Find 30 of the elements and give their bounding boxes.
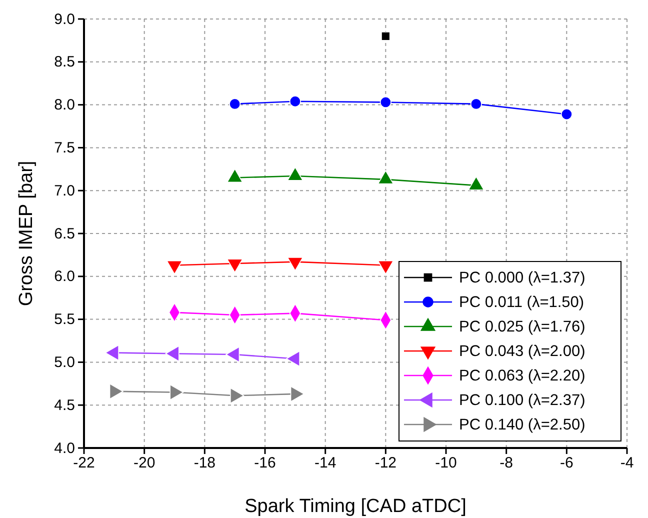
x-tick-label: -16 [254, 454, 276, 472]
y-tick-label: 8.5 [54, 54, 75, 71]
y-tick-label: 5.0 [54, 354, 75, 371]
x-tick-label: -6 [560, 454, 574, 472]
x-tick-label: -20 [133, 454, 156, 472]
y-tick-label: 6.0 [54, 268, 75, 286]
x-tick-label: -10 [435, 454, 457, 472]
legend-label: PC 0.100 (λ=2.37) [459, 392, 586, 409]
y-tick-label: 6.5 [54, 225, 75, 242]
y-tick-label: 4.0 [54, 440, 75, 457]
x-axis-title: Spark Timing [CAD aTDC] [244, 496, 466, 517]
legend-label: PC 0.043 (λ=2.00) [459, 343, 586, 360]
x-tick-label: -18 [194, 454, 216, 472]
y-tick-label: 4.5 [54, 396, 75, 414]
legend-label: PC 0.025 (λ=1.76) [459, 318, 586, 336]
x-tick-label: -14 [314, 454, 336, 472]
y-tick-label: 7.0 [54, 182, 75, 200]
x-tick-label: -22 [73, 454, 95, 472]
y-tick-label: 8.0 [54, 96, 75, 114]
legend-label: PC 0.000 (λ=1.37) [459, 270, 586, 286]
y-axis-title: Gross IMEP [bar] [16, 160, 37, 306]
y-tick-label: 9.0 [54, 10, 75, 28]
legend-label: PC 0.063 (λ=2.20) [459, 368, 586, 384]
x-tick-label: -12 [374, 454, 397, 472]
legend-label: PC 0.011 (λ=1.50) [459, 294, 584, 311]
y-tick-label: 5.5 [54, 311, 75, 328]
y-tick-label: 7.5 [54, 140, 75, 156]
legend-label: PC 0.140 (λ=2.50) [459, 416, 586, 434]
x-tick-label: -8 [500, 454, 514, 472]
x-tick-label: -4 [620, 454, 634, 472]
